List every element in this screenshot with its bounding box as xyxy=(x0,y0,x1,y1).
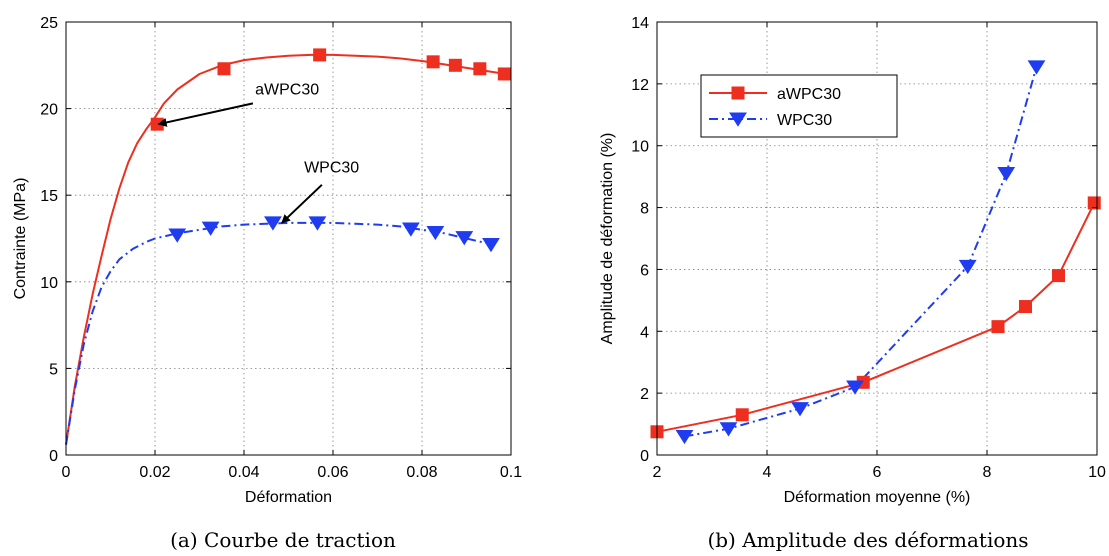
y-tick-label: 4 xyxy=(640,324,649,341)
y-tick-label: 25 xyxy=(40,15,58,32)
y-tick-label: 12 xyxy=(631,77,649,94)
legend-marker-shape xyxy=(731,86,745,100)
y-tick-label: 5 xyxy=(49,361,58,378)
data-point-wpc30 xyxy=(168,228,187,243)
y-tick-label: 8 xyxy=(640,201,649,218)
legend-marker-awpc30 xyxy=(731,86,745,100)
legend-marker-shape xyxy=(729,112,747,127)
x-tick-label: 0.1 xyxy=(500,464,522,481)
data-point-wpc30 xyxy=(675,429,694,445)
data-point-awpc30 xyxy=(313,48,327,62)
series-line-awpc30 xyxy=(656,202,1096,433)
legend-label-wpc30: WPC30 xyxy=(777,112,832,129)
panel-a-x-axis-label: Déformation xyxy=(245,489,332,506)
data-point-wpc30 xyxy=(308,216,327,231)
y-tick-label: 10 xyxy=(631,139,649,156)
x-tick-label: 2 xyxy=(653,464,662,481)
panel-a-y-axis-label: Contrainte (MPa) xyxy=(12,178,29,300)
panel-a-curves xyxy=(65,53,512,445)
data-point-wpc30 xyxy=(401,222,420,237)
data-point-wpc30 xyxy=(264,216,282,231)
data-point-awpc30 xyxy=(426,55,440,69)
x-tick-label: 0 xyxy=(62,464,71,481)
annotation-label: aWPC30 xyxy=(255,82,319,99)
data-point-awpc30 xyxy=(473,62,487,76)
data-point-wpc30 xyxy=(426,225,445,241)
y-tick-label: 2 xyxy=(640,386,649,403)
x-tick-label: 0.02 xyxy=(139,464,170,481)
series-line-wpc30 xyxy=(65,221,490,445)
data-point-wpc30 xyxy=(201,221,220,236)
panel-a-annotations: aWPC30 WPC30 xyxy=(157,82,359,224)
y-tick-label: 0 xyxy=(49,448,58,465)
panel-b-y-axis-label: Amplitude de déformation (%) xyxy=(599,133,616,345)
x-tick-label: 0.06 xyxy=(317,464,348,481)
data-point-awpc30 xyxy=(1019,300,1032,314)
panel-b-caption: (b) Amplitude des déformations xyxy=(707,528,1028,552)
data-point-awpc30 xyxy=(497,67,511,81)
y-tick-label: 0 xyxy=(640,448,649,465)
data-point-awpc30 xyxy=(217,62,231,76)
panel-a-tensile-curve: aWPC30 WPC30 0 0.02 0.04 0.06 0.08 0.1 0 5 10 15 20… xyxy=(12,15,522,552)
y-tick-label: 6 xyxy=(640,262,649,279)
data-point-wpc30 xyxy=(719,422,738,437)
y-tick-label: 20 xyxy=(40,102,58,119)
data-point-awpc30 xyxy=(448,58,462,72)
data-point-wpc30 xyxy=(482,238,500,253)
legend-box xyxy=(700,74,898,138)
y-tick-label: 14 xyxy=(631,15,649,32)
data-point-awpc30 xyxy=(991,320,1005,334)
x-tick-label: 4 xyxy=(763,464,772,481)
panel-b-markers xyxy=(650,60,1101,445)
data-point-wpc30 xyxy=(455,231,474,246)
annotation-arrow xyxy=(157,102,254,127)
data-point-awpc30 xyxy=(1052,269,1065,283)
series-line-awpc30 xyxy=(65,53,512,445)
x-tick-label: 0.04 xyxy=(228,464,259,481)
panel-a-ticks: 0 0.02 0.04 0.06 0.08 0.1 0 5 10 15 20 25 xyxy=(40,15,522,481)
annotation-arrow xyxy=(281,184,323,224)
panel-b-legend: aWPC30 WPC30 xyxy=(700,74,898,138)
data-point-wpc30 xyxy=(997,167,1016,182)
legend-marker-wpc30 xyxy=(729,112,747,127)
data-point-wpc30 xyxy=(846,380,864,395)
data-point-wpc30 xyxy=(791,402,809,417)
x-tick-label: 6 xyxy=(873,464,882,481)
x-tick-label: 0.08 xyxy=(406,464,437,481)
annotation-label: WPC30 xyxy=(304,160,359,177)
legend-label-awpc30: aWPC30 xyxy=(777,86,841,103)
y-tick-label: 10 xyxy=(40,275,58,292)
panel-a-markers xyxy=(150,48,511,253)
panel-b-x-axis-label: Déformation moyenne (%) xyxy=(784,489,971,506)
x-tick-label: 8 xyxy=(983,464,992,481)
data-point-awpc30 xyxy=(735,408,749,422)
panel-a-caption: (a) Courbe de traction xyxy=(170,528,396,552)
y-tick-label: 15 xyxy=(40,188,58,205)
data-point-wpc30 xyxy=(1027,60,1046,75)
panel-a-plot-frame xyxy=(65,21,512,456)
x-tick-label: 10 xyxy=(1088,464,1106,481)
data-point-wpc30 xyxy=(958,259,977,275)
